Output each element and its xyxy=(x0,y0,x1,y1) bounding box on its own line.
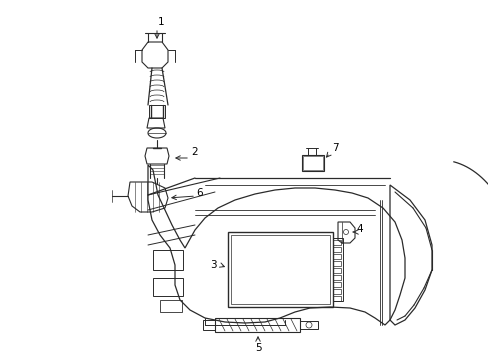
Bar xyxy=(332,296,340,301)
Text: 4: 4 xyxy=(356,224,363,234)
Bar xyxy=(332,261,340,266)
Bar xyxy=(332,240,340,245)
Bar xyxy=(215,318,299,332)
Bar xyxy=(303,156,323,170)
Text: 7: 7 xyxy=(331,143,338,153)
Bar xyxy=(332,254,340,259)
Text: 6: 6 xyxy=(196,188,203,198)
Bar xyxy=(149,105,164,118)
Bar xyxy=(332,268,340,273)
Bar xyxy=(332,275,340,280)
Bar xyxy=(332,238,342,301)
Bar xyxy=(160,300,182,312)
Bar xyxy=(230,235,329,304)
Text: 3: 3 xyxy=(209,260,216,270)
Bar xyxy=(332,247,340,252)
Text: 5: 5 xyxy=(254,343,261,353)
Text: 1: 1 xyxy=(157,17,164,27)
Bar xyxy=(153,250,183,270)
Bar xyxy=(332,282,340,287)
Bar xyxy=(153,278,183,296)
Text: 2: 2 xyxy=(191,147,198,157)
Bar xyxy=(332,289,340,294)
Bar xyxy=(227,232,332,307)
Bar xyxy=(302,155,324,171)
